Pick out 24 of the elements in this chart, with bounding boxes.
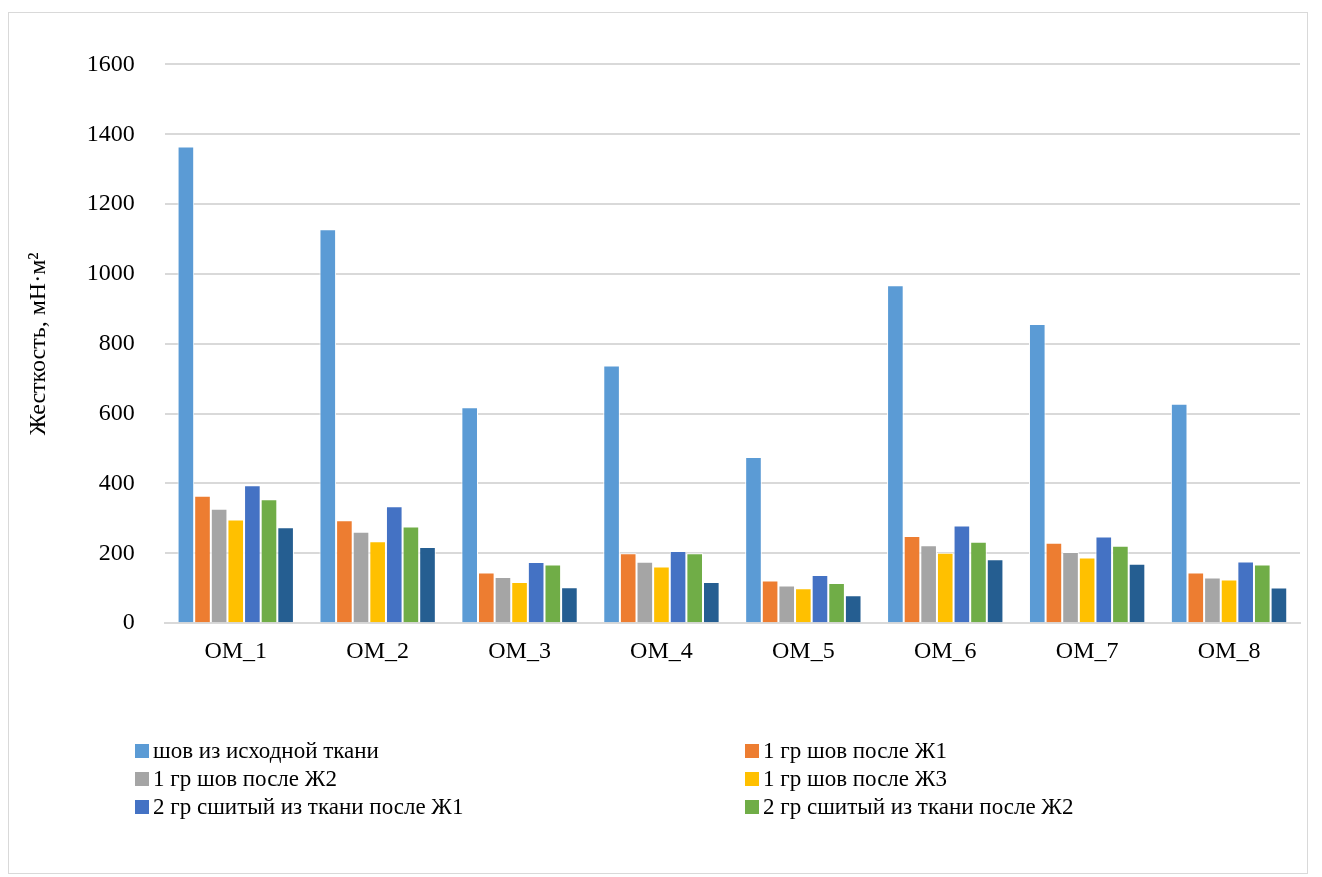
y-tick-label: 800 [98,329,135,356]
y-tick-label: 1400 [86,119,135,146]
legend-label: 1 гр шов после Ж2 [153,766,337,792]
legend-label: 2 гр сшитый из ткани после Ж1 [153,794,464,820]
y-axis-title: Жесткость, мН·м² [23,252,50,436]
x-tick-label: ОМ_5 [772,636,835,663]
y-tick-label: 1200 [86,189,135,216]
y-tick-label: 1600 [86,49,135,76]
legend-label: 1 гр шов после Ж3 [763,766,947,792]
x-tick-label: ОМ_2 [346,636,409,663]
y-tick-label: 0 [122,608,135,635]
x-tick-label: ОМ_3 [488,636,551,663]
y-tick-label: 400 [98,468,135,495]
x-tick-label: ОМ_8 [1197,636,1261,663]
legend-label: 2 гр сшитый из ткани после Ж2 [763,794,1074,820]
y-tick-label: 1000 [86,259,135,286]
x-tick-label: ОМ_6 [913,636,977,663]
y-tick-label: 600 [98,398,135,425]
x-tick-label: ОМ_4 [630,636,693,663]
x-tick-label: ОМ_1 [204,636,268,663]
legend-label: шов из исходной ткани [153,738,379,764]
legend-label: 1 гр шов после Ж1 [763,738,947,764]
x-tick-label: ОМ_7 [1055,636,1119,663]
y-tick-label: 200 [98,538,135,565]
